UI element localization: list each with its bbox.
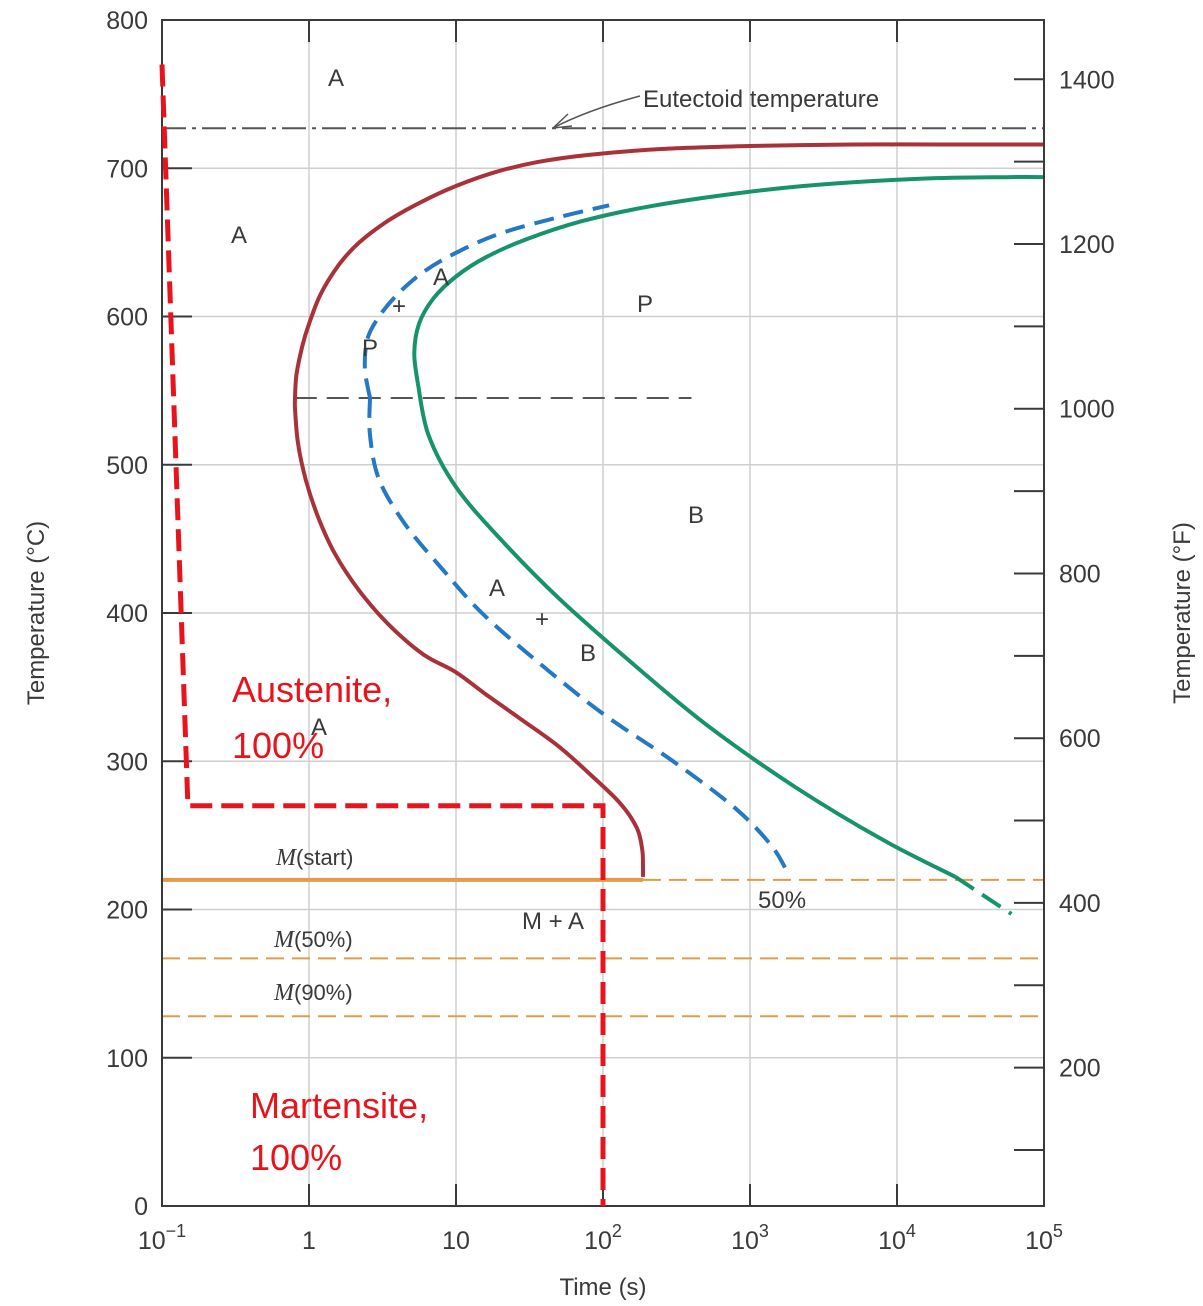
region-a-top: A (328, 65, 344, 92)
region-p-right: P (637, 291, 653, 318)
x-axis-title: Time (s) (559, 1274, 646, 1301)
finish-curve-upper (412, 175, 1045, 384)
martensite-label-line1: Martensite, (250, 1085, 428, 1126)
region-plus-lower: + (535, 606, 549, 633)
start-curve-upper (292, 142, 1044, 406)
y-right-tick-label: 1400 (1059, 66, 1115, 94)
y-right-tick-label: 200 (1059, 1055, 1101, 1083)
cooling-path: Austenite, 100% Martensite, 100% (159, 64, 606, 1206)
fifty-percent-curve-upper (362, 203, 610, 399)
eutectoid-arrow (552, 95, 641, 129)
eutectoid-label: Eutectoid temperature (643, 86, 879, 113)
m-90-label: M(90%) (273, 980, 353, 1006)
m-start-label: M(start) (275, 845, 353, 871)
x-tick-label: 102 (584, 1221, 622, 1255)
region-a-left: A (231, 222, 247, 249)
y-tick-label: 0 (134, 1193, 148, 1221)
region-b-right: B (688, 502, 704, 529)
fifty-percent-curve-lower (367, 397, 790, 874)
y-tick-label: 400 (106, 600, 148, 628)
region-a-low: A (311, 714, 327, 741)
y-tick-label: 300 (106, 748, 148, 776)
y-right-tick-label: 800 (1059, 560, 1101, 588)
curves (292, 142, 1045, 916)
axis-ticks (161, 19, 1045, 1207)
finish-curve-tail (954, 875, 1013, 916)
y-tick-label: 100 (106, 1045, 148, 1073)
austenite-label-line2: 100% (232, 725, 324, 766)
y-right-tick-label: 400 (1059, 890, 1101, 918)
y-right-tick-label: 1000 (1059, 396, 1115, 424)
austenite-label-line1: Austenite, (232, 669, 392, 710)
m-plus-a-label: M + A (522, 908, 584, 935)
y-tick-label: 500 (106, 452, 148, 480)
region-a-lower-mid: A (489, 575, 505, 602)
x-tick-label: 10 (442, 1227, 470, 1255)
region-plus-upper: + (392, 293, 406, 320)
finish-curve-lower (415, 382, 957, 879)
start-curve-lower (292, 405, 646, 877)
x-tick-label: 103 (731, 1221, 769, 1255)
martensite-label-line2: 100% (250, 1137, 342, 1178)
eutectoid-arrowhead (552, 113, 573, 129)
region-b-lower: B (580, 640, 596, 667)
y-tick-label: 700 (106, 155, 148, 183)
reference-lines (162, 127, 1044, 1018)
region-a-upper-mid: A (433, 264, 449, 291)
region-p-upper: P (362, 335, 378, 362)
fifty-percent-label: 50% (758, 887, 806, 914)
y-axis-title: Temperature (°C) (23, 521, 50, 705)
y-right-axis-title: Temperature (°F) (1169, 522, 1196, 704)
axis-labels: 0 100 200 300 400 500 600 700 800 200 400 600 800 100… (23, 7, 1196, 1301)
x-tick-label: 104 (878, 1221, 916, 1255)
y-right-tick-label: 1200 (1059, 231, 1115, 259)
x-tick-label: 1 (302, 1227, 316, 1255)
m-50-label: M(50%) (273, 927, 353, 953)
y-right-tick-label: 600 (1059, 725, 1101, 753)
y-tick-label: 600 (106, 304, 148, 332)
y-tick-label: 200 (106, 897, 148, 925)
x-tick-label: 105 (1025, 1221, 1063, 1255)
y-tick-label: 800 (106, 7, 148, 35)
cooling-path-line (159, 64, 606, 1206)
x-tick-label: 10−1 (138, 1221, 186, 1255)
annotations: Eutectoid temperature M(start) M(50%) M(90%… (231, 65, 879, 1006)
